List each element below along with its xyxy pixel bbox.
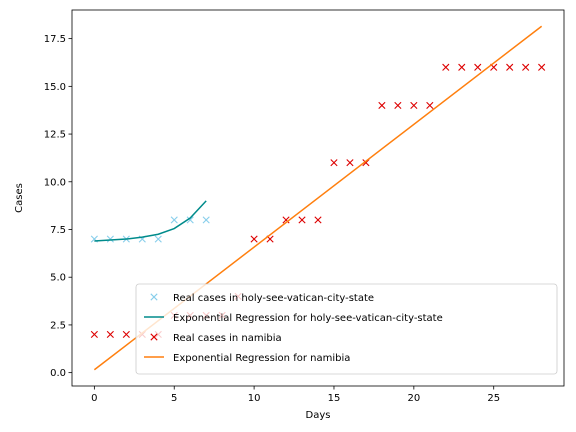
- x-tick-label: 20: [407, 393, 420, 404]
- data-point: [250, 235, 258, 243]
- series-1: [94, 200, 207, 242]
- legend-item: Exponential Regression for namibia: [144, 353, 350, 364]
- legend-marker-swatch: [150, 293, 158, 301]
- data-point: [298, 216, 306, 224]
- x-tick-label: 25: [487, 393, 500, 404]
- legend-label: Exponential Regression for holy-see-vati…: [173, 313, 443, 324]
- legend-marker-swatch: [150, 333, 158, 341]
- data-point: [458, 63, 466, 71]
- data-point: [314, 216, 322, 224]
- data-point: [522, 63, 530, 71]
- x-tick-label: 5: [171, 393, 177, 404]
- data-point: [106, 330, 114, 339]
- data-point: [362, 159, 370, 167]
- data-point: [90, 330, 98, 339]
- data-point: [186, 216, 194, 224]
- data-point: [154, 235, 162, 243]
- data-point: [202, 216, 210, 224]
- data-point: [330, 159, 338, 167]
- regression-line: [94, 200, 207, 242]
- data-point: [346, 159, 354, 167]
- y-tick-label: 0.0: [50, 368, 66, 379]
- y-tick-label: 2.5: [50, 320, 66, 331]
- data-point: [378, 101, 386, 110]
- data-point: [106, 235, 114, 243]
- x-tick-label: 0: [91, 393, 97, 404]
- y-tick-label: 12.5: [44, 130, 66, 141]
- x-tick-label: 15: [328, 393, 341, 404]
- y-tick-label: 7.5: [50, 225, 66, 236]
- data-point: [122, 330, 130, 339]
- y-axis-label: Cases: [14, 183, 25, 213]
- y-axis-ticks: 0.0 2.5 5.0 7.5 10.0 12.5 15.0 17.5: [44, 34, 72, 379]
- x-axis-label: Days: [306, 410, 331, 421]
- data-point: [170, 216, 178, 224]
- data-point: [538, 63, 546, 71]
- legend-item: Real cases in namibia: [150, 333, 282, 344]
- legend-item: Exponential Regression for holy-see-vati…: [144, 313, 443, 324]
- legend-box: [135, 283, 558, 375]
- data-point: [410, 101, 418, 110]
- data-point: [282, 216, 290, 224]
- y-tick-label: 5.0: [50, 273, 66, 284]
- data-point: [394, 101, 402, 110]
- data-point: [442, 63, 450, 71]
- legend: Real cases in holy-see-vatican-city-stat…: [135, 283, 558, 375]
- data-point: [426, 101, 434, 110]
- legend-item: Real cases in holy-see-vatican-city-stat…: [150, 293, 374, 304]
- legend-label: Exponential Regression for namibia: [173, 353, 350, 364]
- data-point: [474, 63, 482, 71]
- y-tick-label: 17.5: [44, 34, 66, 45]
- legend-label: Real cases in holy-see-vatican-city-stat…: [173, 293, 374, 304]
- legend-label: Real cases in namibia: [173, 333, 282, 344]
- y-tick-label: 15.0: [44, 82, 66, 93]
- y-tick-label: 10.0: [44, 177, 66, 188]
- x-axis-ticks: 0 5 10 15 20 25: [91, 386, 500, 404]
- x-tick-label: 10: [248, 393, 261, 404]
- data-point: [506, 63, 514, 71]
- plot-frame: [71, 9, 565, 387]
